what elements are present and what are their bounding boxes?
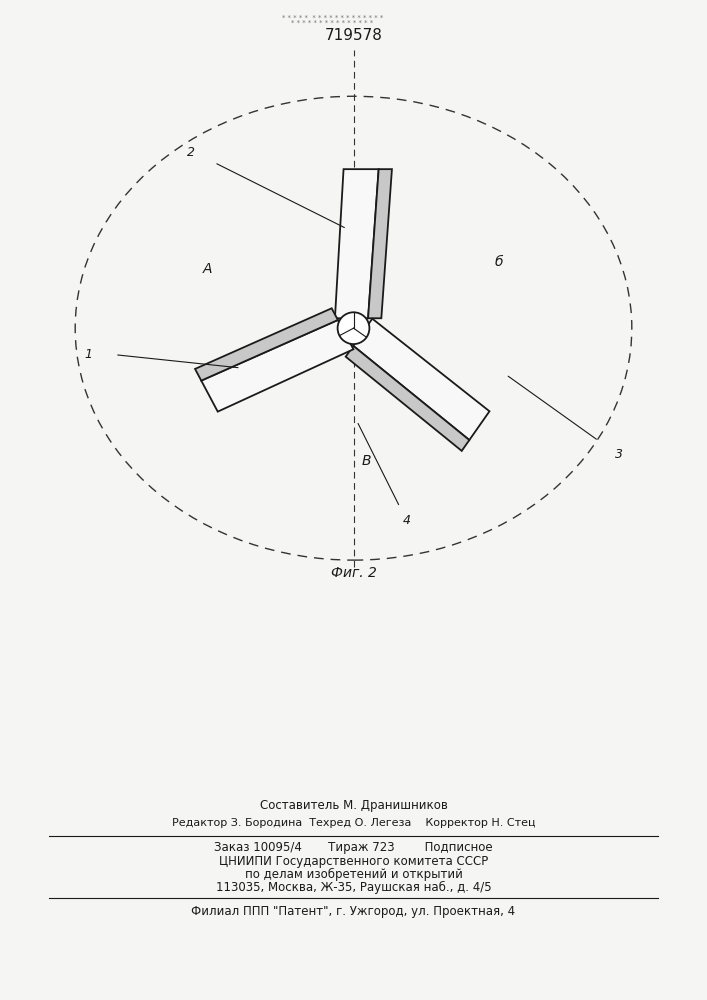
Text: Филиал ППП "Патент", г. Ужгород, ул. Проектная, 4: Филиал ППП "Патент", г. Ужгород, ул. Про… [192,904,515,918]
Polygon shape [368,169,392,318]
Text: Фиг. 2: Фиг. 2 [331,566,376,580]
Text: 2: 2 [187,146,195,159]
Text: ЦНИИПИ Государственного комитета СССР: ЦНИИПИ Государственного комитета СССР [219,854,488,867]
Circle shape [338,312,369,344]
Polygon shape [335,169,379,318]
Text: * * * * *  * * * * * * * * * * * * *: * * * * * * * * * * * * * * * * * * [281,15,383,21]
Text: * * * * * * * * * * * * * * *: * * * * * * * * * * * * * * * [291,20,373,26]
Text: по делам изобретений и открытий: по делам изобретений и открытий [245,867,462,881]
Polygon shape [201,320,354,412]
Text: 113035, Москва, Ж-35, Раушская наб., д. 4/5: 113035, Москва, Ж-35, Раушская наб., д. … [216,880,491,894]
Polygon shape [354,319,489,440]
Polygon shape [195,308,338,381]
Text: 1: 1 [84,348,93,361]
Text: Составитель М. Дранишников: Составитель М. Дранишников [259,798,448,812]
Text: б: б [495,255,503,269]
Text: В: В [362,454,371,468]
Text: 719578: 719578 [325,27,382,42]
Polygon shape [346,346,469,451]
Text: 3: 3 [614,448,623,461]
Text: Заказ 10095/4       Тираж 723        Подписное: Заказ 10095/4 Тираж 723 Подписное [214,842,493,854]
Text: 4: 4 [402,514,411,527]
Text: А: А [203,262,213,276]
Text: Редактор З. Бородина  Техред О. Легеза    Корректор Н. Стец: Редактор З. Бородина Техред О. Легеза Ко… [172,818,535,828]
